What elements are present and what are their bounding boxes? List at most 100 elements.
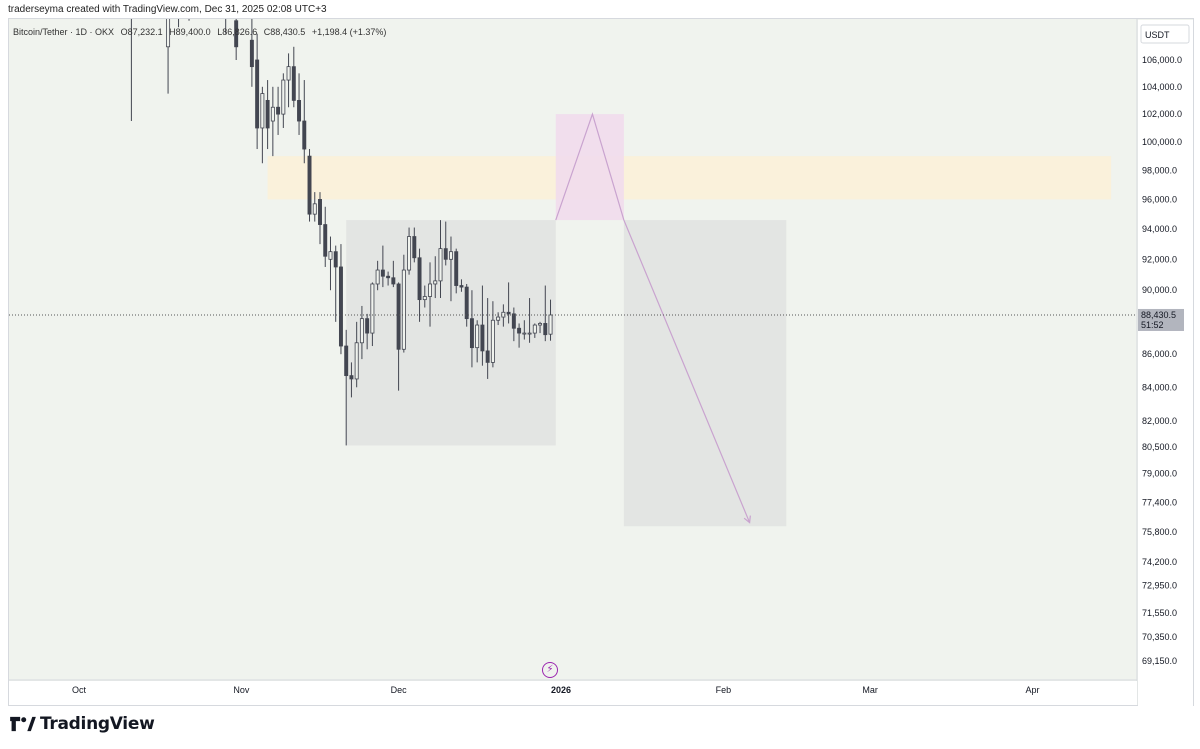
candle-body bbox=[412, 236, 417, 259]
candle[interactable] bbox=[438, 220, 443, 299]
candle[interactable] bbox=[490, 301, 495, 368]
candle[interactable] bbox=[338, 244, 343, 355]
candle[interactable] bbox=[370, 282, 375, 347]
candle[interactable] bbox=[302, 80, 307, 164]
candle[interactable] bbox=[496, 312, 501, 326]
candle[interactable] bbox=[375, 260, 380, 291]
candle[interactable] bbox=[396, 282, 401, 391]
candle[interactable] bbox=[485, 298, 490, 379]
candle[interactable] bbox=[511, 307, 516, 342]
candle[interactable] bbox=[433, 256, 438, 299]
candle[interactable] bbox=[354, 321, 359, 388]
candle-body bbox=[433, 280, 438, 285]
candle-body bbox=[417, 257, 422, 301]
candle[interactable] bbox=[386, 271, 391, 286]
y-tick-label: 72,950.0 bbox=[1142, 581, 1177, 591]
candle[interactable] bbox=[349, 362, 354, 398]
candle[interactable] bbox=[328, 236, 333, 291]
candle[interactable] bbox=[286, 53, 291, 108]
candle[interactable] bbox=[407, 227, 412, 275]
candle[interactable] bbox=[459, 279, 464, 292]
candle[interactable] bbox=[527, 298, 532, 343]
candle-body bbox=[130, 0, 133, 2]
candle[interactable] bbox=[166, 0, 171, 94]
x-tick-label: Mar bbox=[862, 685, 878, 695]
candle-body bbox=[538, 323, 543, 326]
candle-body bbox=[333, 251, 338, 268]
candle[interactable] bbox=[214, 0, 217, 2]
tradingview-logo[interactable]: TradingView bbox=[10, 714, 155, 734]
candle[interactable] bbox=[234, 0, 239, 60]
candle[interactable] bbox=[365, 313, 370, 350]
candle[interactable] bbox=[333, 245, 338, 322]
candle-body bbox=[344, 345, 349, 377]
candle[interactable] bbox=[532, 323, 537, 338]
candle[interactable] bbox=[464, 283, 469, 327]
candle[interactable] bbox=[255, 33, 260, 150]
candle[interactable] bbox=[276, 86, 281, 135]
candle[interactable] bbox=[543, 285, 548, 342]
candle-body bbox=[438, 248, 443, 282]
candle[interactable] bbox=[380, 245, 385, 288]
candle-body bbox=[359, 318, 364, 344]
candle[interactable] bbox=[359, 305, 364, 360]
candle[interactable] bbox=[417, 248, 422, 322]
legend-symbol[interactable]: Bitcoin/Tether · 1D · OKX bbox=[13, 27, 115, 37]
candle-body bbox=[302, 120, 307, 150]
candle[interactable] bbox=[318, 192, 322, 245]
candle[interactable] bbox=[344, 329, 349, 446]
candle[interactable] bbox=[177, 0, 180, 28]
zone-target-box-2[interactable] bbox=[555, 114, 624, 221]
candle[interactable] bbox=[538, 321, 543, 334]
y-tick-label: 82,000.0 bbox=[1142, 416, 1177, 426]
x-tick-label: Feb bbox=[716, 685, 732, 695]
currency-badge[interactable] bbox=[1140, 24, 1190, 44]
candle[interactable] bbox=[270, 86, 275, 157]
event-bolt-icon[interactable]: ⚡ bbox=[542, 662, 558, 678]
candle[interactable] bbox=[307, 149, 312, 222]
candle[interactable] bbox=[480, 285, 485, 366]
candle[interactable] bbox=[130, 0, 133, 122]
candle[interactable] bbox=[428, 262, 432, 327]
candle-body bbox=[265, 99, 270, 129]
projection-path[interactable] bbox=[555, 112, 751, 523]
candle[interactable] bbox=[475, 320, 480, 363]
candle-body bbox=[177, 0, 180, 2]
candle-body bbox=[338, 266, 343, 347]
candle[interactable] bbox=[187, 0, 190, 21]
zone-target-box-3[interactable] bbox=[623, 220, 787, 527]
candle[interactable] bbox=[517, 323, 522, 348]
candle[interactable] bbox=[454, 248, 459, 294]
candle[interactable] bbox=[312, 192, 317, 222]
y-tick-label: 100,000.0 bbox=[1142, 137, 1182, 147]
candle[interactable] bbox=[506, 282, 511, 324]
candle-body bbox=[475, 324, 480, 349]
candle[interactable] bbox=[203, 0, 206, 8]
candle[interactable] bbox=[401, 254, 406, 353]
candle-body bbox=[281, 79, 286, 115]
y-tick-label: 80,500.0 bbox=[1142, 442, 1177, 452]
candle[interactable] bbox=[449, 236, 453, 302]
candle[interactable] bbox=[469, 290, 474, 368]
candle[interactable] bbox=[265, 80, 270, 150]
candle[interactable] bbox=[412, 227, 417, 263]
chart-legend: Bitcoin/Tether · 1D · OKX O87,232.1 H89,… bbox=[13, 27, 390, 37]
candle[interactable] bbox=[291, 46, 296, 108]
zone-resistance-0[interactable] bbox=[267, 156, 1112, 200]
candle[interactable] bbox=[522, 320, 527, 340]
candle[interactable] bbox=[548, 299, 553, 341]
candle-body bbox=[323, 224, 328, 257]
candle[interactable] bbox=[249, 8, 254, 87]
candle[interactable] bbox=[260, 86, 265, 164]
candle-body bbox=[422, 296, 427, 301]
candle[interactable] bbox=[422, 285, 427, 308]
candle[interactable] bbox=[297, 73, 302, 135]
candle[interactable] bbox=[323, 206, 328, 267]
candle-body bbox=[166, 19, 171, 48]
candle[interactable] bbox=[224, 0, 227, 34]
candle[interactable] bbox=[391, 260, 396, 288]
candle[interactable] bbox=[281, 73, 286, 128]
candle[interactable] bbox=[443, 221, 448, 266]
candle-body bbox=[270, 106, 275, 122]
